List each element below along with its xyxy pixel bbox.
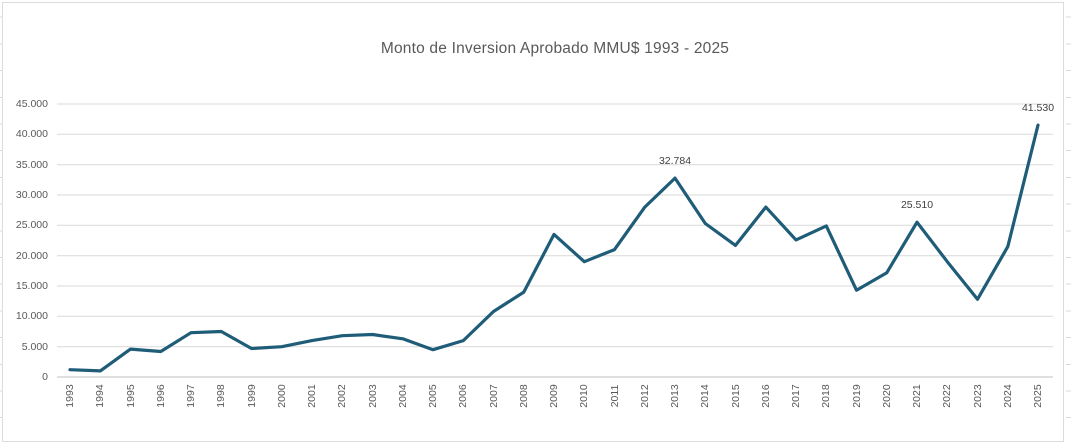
y-axis-tick-label: 25.000: [15, 219, 48, 232]
x-axis-tick-label: 2016: [759, 384, 772, 408]
x-axis-tick-label: 1996: [154, 384, 167, 408]
chart-title: Monto de Inversion Aprobado MMU$ 1993 - …: [380, 40, 730, 57]
y-axis-tick-label: 40.000: [15, 128, 48, 141]
x-axis-tick-label: 1997: [185, 384, 197, 408]
x-axis-tick-label: 2011: [608, 384, 621, 408]
x-axis-tick-label: 2009: [548, 384, 560, 408]
x-axis-tick-label: 1995: [124, 384, 137, 408]
x-axis-tick-label: 2013: [669, 384, 681, 408]
x-axis-tick-label: 2006: [457, 384, 470, 408]
x-axis-tick-label: 1998: [215, 384, 228, 408]
y-axis-tick-label: 10.000: [15, 310, 48, 323]
chart-object[interactable]: [2, 2, 1064, 442]
y-axis-tick-label: 35.000: [15, 158, 48, 171]
x-axis-tick-label: 2019: [850, 384, 863, 408]
x-axis-tick-label: 2021: [911, 384, 923, 408]
x-axis-tick-label: 2023: [971, 384, 984, 408]
y-axis-tick-label: 45.000: [15, 98, 48, 110]
x-axis-tick-label: 2014: [699, 384, 712, 408]
x-axis-tick-label: 2020: [880, 384, 893, 408]
x-axis-tick-label: 2015: [729, 384, 742, 408]
data-point-label: 41.530: [1021, 102, 1055, 115]
x-axis-tick-label: 2003: [366, 384, 379, 408]
spreadsheet-rows-sliver-right: [1066, 0, 1071, 446]
x-axis-tick-label: 2017: [790, 384, 802, 408]
y-axis-tick-label: 5.000: [21, 340, 48, 353]
x-axis-tick-label: 2022: [941, 384, 954, 408]
x-axis-tick-label: 2025: [1032, 384, 1044, 408]
x-axis-tick-label: 2001: [306, 384, 318, 408]
x-axis-tick-label: 2005: [427, 384, 439, 408]
data-point-label: 32.784: [658, 155, 692, 168]
x-axis-tick-label: 1999: [245, 384, 258, 408]
y-axis-tick-label: 15.000: [15, 280, 48, 292]
x-axis-tick-label: 2024: [1001, 384, 1014, 408]
x-axis-tick-label: 2007: [487, 384, 500, 408]
x-axis-tick-label: 1993: [64, 384, 76, 408]
x-axis-tick-label: 2012: [638, 384, 651, 408]
x-axis-tick-label: 2002: [336, 384, 349, 408]
x-axis-tick-label: 2018: [820, 384, 833, 408]
x-axis-tick-label: 2004: [396, 384, 409, 408]
x-axis-tick-label: 2010: [578, 384, 591, 408]
y-axis-tick-label: 20.000: [15, 249, 48, 262]
data-point-label: 25.510: [900, 199, 934, 212]
x-axis-tick-label: 2008: [517, 384, 530, 408]
x-axis-tick-label: 2000: [275, 384, 288, 408]
y-axis-tick-label: 0: [42, 371, 48, 383]
y-axis-tick-label: 30.000: [15, 189, 48, 201]
series-line: [68, 123, 1040, 373]
x-axis-tick-label: 1994: [94, 384, 107, 408]
spreadsheet-rows-sliver-left: [0, 0, 2, 446]
